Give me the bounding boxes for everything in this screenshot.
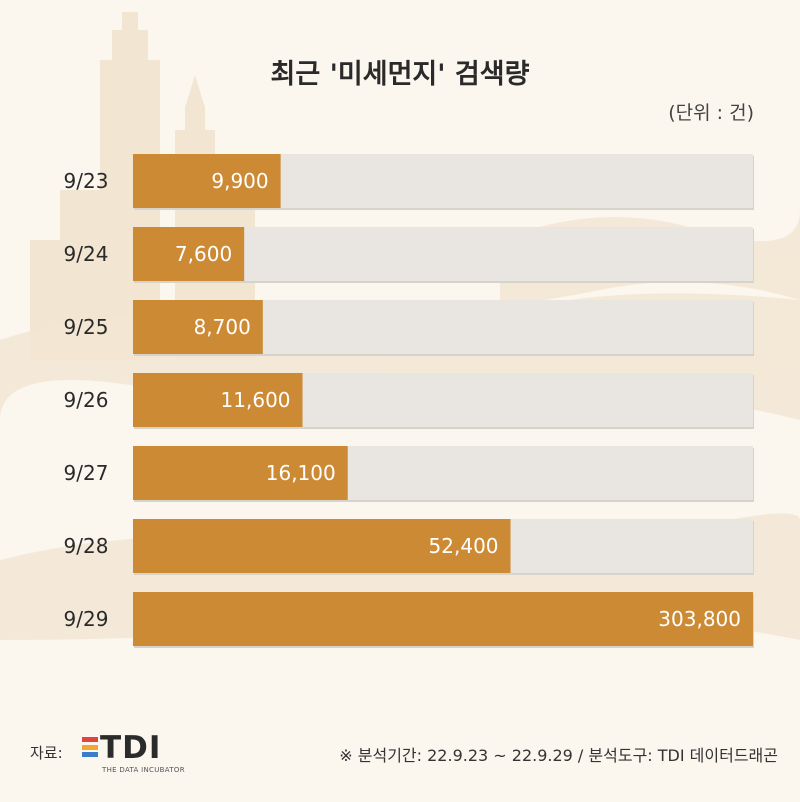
category-label: 9/28 — [64, 534, 109, 558]
bar-9-24 — [133, 227, 245, 281]
bar-value-label: 7,600 — [175, 242, 232, 266]
source-label: 자료: — [30, 744, 63, 762]
bar-value-label: 8,700 — [194, 315, 251, 339]
category-label: 9/26 — [64, 388, 109, 412]
logo-text: TDI — [100, 730, 162, 766]
bar-9-28 — [133, 519, 511, 573]
chart-title: 최근 '미세먼지' 검색량 — [270, 59, 530, 90]
analysis-note: ※ 분석기간: 22.9.23 ~ 22.9.29 / 분석도구: TDI 데이… — [339, 746, 778, 765]
unit-label: (단위 : 건) — [668, 102, 754, 124]
bar-value-label: 303,800 — [658, 607, 741, 631]
category-label: 9/27 — [64, 461, 109, 485]
bar-9-27 — [133, 446, 348, 500]
bar-9-25 — [133, 300, 263, 354]
bar-value-label: 11,600 — [221, 388, 291, 412]
bar-9-29 — [133, 592, 753, 646]
tdi-logo: TDI THE DATA INCUBATOR — [82, 730, 202, 778]
bar-9-26 — [133, 373, 303, 427]
logo-subtext: THE DATA INCUBATOR — [102, 766, 185, 774]
bar-value-label: 16,100 — [266, 461, 336, 485]
category-label: 9/23 — [64, 169, 109, 193]
category-label: 9/29 — [64, 607, 109, 631]
logo-mark-icon — [82, 737, 98, 761]
category-label: 9/24 — [64, 242, 109, 266]
bar-value-label: 9,900 — [211, 169, 268, 193]
bar-value-label: 52,400 — [429, 534, 499, 558]
bar-9-23 — [133, 154, 281, 208]
category-label: 9/25 — [64, 315, 109, 339]
